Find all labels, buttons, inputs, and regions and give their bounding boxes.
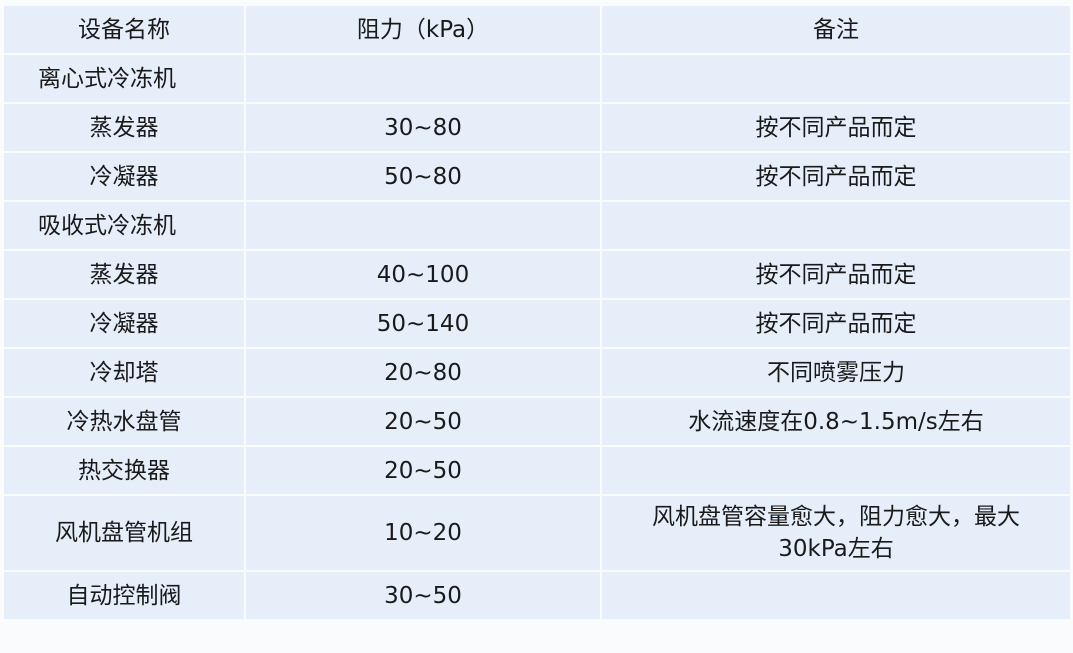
cell-resistance xyxy=(246,55,600,102)
cell-equipment-name: 风机盘管机组 xyxy=(4,496,244,570)
table-row: 风机盘管机组 10~20 风机盘管容量愈大，阻力愈大，最大30kPa左右 xyxy=(4,496,1070,570)
cell-equipment-name: 离心式冷冻机 xyxy=(4,55,244,102)
cell-note xyxy=(602,55,1070,102)
table-row: 蒸发器 40~100 按不同产品而定 xyxy=(4,251,1070,298)
cell-resistance: 50~140 xyxy=(246,300,600,347)
cell-equipment-name: 蒸发器 xyxy=(4,104,244,151)
header-note: 备注 xyxy=(602,6,1070,53)
table-row: 蒸发器 30~80 按不同产品而定 xyxy=(4,104,1070,151)
cell-resistance xyxy=(246,202,600,249)
cell-equipment-name: 冷热水盘管 xyxy=(4,398,244,445)
cell-equipment-name: 热交换器 xyxy=(4,447,244,494)
table-row: 吸收式冷冻机 xyxy=(4,202,1070,249)
cell-equipment-name: 冷凝器 xyxy=(4,153,244,200)
cell-resistance: 20~50 xyxy=(246,447,600,494)
cell-resistance: 40~100 xyxy=(246,251,600,298)
table-row: 冷却塔 20~80 不同喷雾压力 xyxy=(4,349,1070,396)
cell-equipment-name: 冷凝器 xyxy=(4,300,244,347)
table-row: 冷热水盘管 20~50 水流速度在0.8~1.5m/s左右 xyxy=(4,398,1070,445)
cell-note: 水流速度在0.8~1.5m/s左右 xyxy=(602,398,1070,445)
header-resistance: 阻力（kPa） xyxy=(246,6,600,53)
table-row: 冷凝器 50~80 按不同产品而定 xyxy=(4,153,1070,200)
cell-resistance: 50~80 xyxy=(246,153,600,200)
cell-resistance: 20~80 xyxy=(246,349,600,396)
cell-note: 按不同产品而定 xyxy=(602,300,1070,347)
header-row: 设备名称 阻力（kPa） 备注 xyxy=(4,6,1070,53)
cell-note xyxy=(602,202,1070,249)
cell-equipment-name: 吸收式冷冻机 xyxy=(4,202,244,249)
table-row: 热交换器 20~50 xyxy=(4,447,1070,494)
cell-resistance: 20~50 xyxy=(246,398,600,445)
table-row: 冷凝器 50~140 按不同产品而定 xyxy=(4,300,1070,347)
cell-equipment-name: 冷却塔 xyxy=(4,349,244,396)
cell-resistance: 30~80 xyxy=(246,104,600,151)
cell-note: 不同喷雾压力 xyxy=(602,349,1070,396)
cell-note: 按不同产品而定 xyxy=(602,153,1070,200)
cell-note: 按不同产品而定 xyxy=(602,104,1070,151)
table-row: 离心式冷冻机 xyxy=(4,55,1070,102)
cell-note xyxy=(602,447,1070,494)
cell-resistance: 30~50 xyxy=(246,572,600,619)
header-equipment-name: 设备名称 xyxy=(4,6,244,53)
cell-note: 按不同产品而定 xyxy=(602,251,1070,298)
cell-note xyxy=(602,572,1070,619)
table-row: 自动控制阀 30~50 xyxy=(4,572,1070,619)
cell-note: 风机盘管容量愈大，阻力愈大，最大30kPa左右 xyxy=(602,496,1070,570)
resistance-table: 设备名称 阻力（kPa） 备注 离心式冷冻机 蒸发器 30~80 按不同产品而定 冷凝器… xyxy=(2,4,1072,621)
cell-equipment-name: 自动控制阀 xyxy=(4,572,244,619)
cell-equipment-name: 蒸发器 xyxy=(4,251,244,298)
cell-resistance: 10~20 xyxy=(246,496,600,570)
